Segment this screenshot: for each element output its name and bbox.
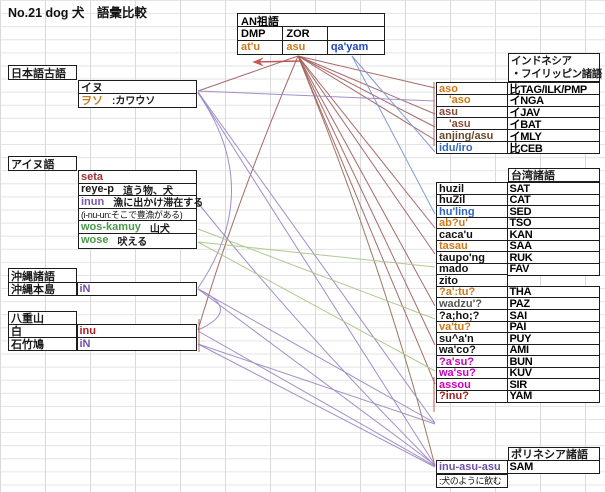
connection-OKI:iN--TW:?inu? [197, 288, 436, 424]
word-text: wos-kamuy [81, 221, 141, 234]
word-row[interactable]: (i-nu-un:そこで豊漁がある) [79, 208, 196, 222]
word-row[interactable]: seta [79, 171, 196, 184]
word-row[interactable]: wos-kamuy 山犬 [79, 221, 196, 235]
header-line: インドネシア ・フイリッピン諸語 [511, 55, 602, 80]
connection-AN:asu--YAE:inu [197, 55, 299, 331]
group-header-taiwan[interactable]: 台湾諸語 [508, 168, 600, 182]
word-cell-yaeyama-in[interactable]: iN [76, 337, 197, 351]
table-row: ab?u' TSO [436, 216, 600, 230]
word-cell-asu[interactable]: asu [282, 39, 329, 55]
table-row: 'asu イBAT [436, 117, 600, 131]
connection-JP:イヌ--TW:?inu? [197, 91, 436, 424]
connection-AN:asu--TW:?a'su? [297, 55, 436, 385]
word-row[interactable]: reye-p 這う物、犬 [79, 183, 196, 197]
language-code-cell[interactable]: YAM [506, 389, 600, 403]
connection-AN:asu--PN:inu-asu-asu [297, 55, 436, 467]
place-cell-okinawa-main-island[interactable]: 沖縄本島 [8, 281, 77, 296]
connection-YAE:inu--PN:inu-asu-asu [197, 330, 436, 467]
word-gloss: 漁に出かけ滞在する [113, 198, 204, 210]
table-row: inu-asu-asu SAM [436, 460, 600, 474]
word-cell[interactable]: idu/iro [436, 140, 508, 155]
connection-JP:イヌ--ID:'aso [197, 90, 436, 102]
word-cell[interactable]: ?inu? [436, 389, 508, 403]
word-text: inun [81, 195, 105, 208]
connection-OKI:iN--YAE:inu [197, 288, 221, 331]
connection-AINU:wose--TW:taupo'ng [197, 241, 436, 268]
word-cell-yaeyama-inu[interactable]: inu [76, 324, 197, 338]
word-cell-qayam[interactable]: qa'yam [326, 39, 385, 55]
connection-AN:asu--ID:'asu [297, 55, 436, 128]
connection-AN:asu--TW:va'tu? [297, 55, 436, 346]
connection-JP:イヌ--OKI:iN [197, 92, 232, 289]
connection-AN:asu--TW:?a':tu? [297, 55, 436, 307]
connection-YAE:iN--PN:inu-asu-asu [197, 343, 436, 468]
group-label-ainu[interactable]: アイヌ語 [8, 156, 77, 171]
gloss-text: :犬のように飲む [439, 476, 502, 486]
connection-JP:イヌ--PN:inu-asu-asu [197, 91, 436, 466]
connection-YAE:iN--TW:?inu? [197, 343, 436, 425]
word-note: (i-nu-un:そこで豊漁がある) [81, 210, 183, 221]
place-cell-ishigaki-taketomi-hatoma[interactable]: 石竹鳩 [8, 337, 77, 351]
word-gloss: :カワウソ [112, 96, 156, 108]
polynesia-rows: inu-asu-asu SAM [436, 460, 600, 474]
word-text: reye-p [81, 183, 115, 196]
connection-OKI:iN--PN:inu-asu-asu [197, 288, 436, 466]
word-row[interactable]: inun 漁に出かけ滞在する [79, 195, 203, 209]
word-gloss: 吠える [117, 236, 148, 248]
table-row: wa'co? AMI [436, 343, 600, 357]
connection-AN:asu--JP:イヌ [197, 55, 299, 92]
group-label-okinawa[interactable]: 沖縄諸語 [8, 268, 77, 283]
connection-AN:asu--TW:ab?u' [297, 55, 436, 229]
table-row: ?a;ho;? SAI [436, 309, 600, 323]
table-row: tasau SAA [436, 239, 600, 253]
indonesia-rows: aso 比TAG/ILK/PMP'aso イNGA asu イJAV'asu イBAT an… [436, 82, 600, 155]
connection-AN:asu--ID:anjing/asu [297, 55, 436, 141]
language-code-cell[interactable]: FAV [506, 262, 600, 276]
group-header-polynesia[interactable]: ポリネシア諸語 [508, 447, 600, 461]
word-row[interactable]: イヌ [79, 81, 196, 94]
word-gloss: 山犬 [149, 223, 170, 235]
table-row: anjing/asu イMLY [436, 129, 600, 143]
connection-AN:qa'yam--TW:hu'ling [351, 55, 436, 215]
word-text: seta [81, 170, 104, 183]
table-row: ?inu? YAM [436, 389, 600, 403]
connection-AN:asu--ID:asu [297, 55, 436, 115]
group-label-old-japanese[interactable]: 日本語古語 [8, 65, 77, 80]
word-text: イヌ [81, 81, 103, 94]
table-row: ?a':tu? THA [436, 285, 600, 299]
an-proto-branch-row: DMP ZOR [237, 26, 385, 42]
an-proto-value-row: at'u asu qa'yam [237, 39, 385, 55]
gloss-cell-polynesia[interactable]: :犬のように飲む [436, 473, 508, 488]
word-gloss: 這う物、犬 [123, 185, 174, 197]
an-proto-table: AN祖語 DMP ZOR at'u asu qa'yam [237, 13, 385, 55]
branch-cell-zor[interactable]: ZOR [282, 26, 329, 42]
page-title: No.21 dog 犬 語彙比較 [8, 6, 147, 20]
connection-AN:qa'yam--ID:idu/iro [351, 55, 436, 153]
ainu-words-box: seta reye-p 這う物、犬 inun 漁に出かけ滞在する (i-nu-un:そこで… [78, 170, 203, 249]
word-text: ヲソ [81, 94, 103, 107]
connection-AN:asu--ID:aso [297, 55, 436, 89]
connection-AN:asu--AN:at'u [252, 57, 302, 67]
taiwan-rows: huzil SAT huZil CAT hu'ling SED ab?u' TSO caca'u… [436, 182, 600, 403]
table-row: mado FAV [436, 262, 600, 276]
table-row: 'aso イNGA [436, 93, 600, 108]
connection-AINU:inun--PN:inu-asu-asu [197, 202, 436, 467]
table-row: idu/iro 比CEB [436, 140, 600, 155]
group-header-indonesia-philippines[interactable]: インドネシア ・フイリッピン諸語 [508, 53, 602, 82]
table-row: taupo'ng RUK [436, 251, 600, 265]
word-cell[interactable]: inu-asu-asu [436, 460, 508, 474]
language-code-cell[interactable]: SAM [506, 460, 600, 474]
old-japanese-words-box: イヌ ヲソ :カワウソ [78, 80, 197, 108]
word-cell-okinawa-in[interactable]: iN [76, 281, 197, 296]
language-code-cell[interactable]: 比CEB [506, 140, 600, 155]
word-row[interactable]: ヲソ :カワウソ [79, 93, 196, 108]
word-row[interactable]: wose 吠える [79, 233, 196, 248]
word-cell-atu[interactable]: at'u [237, 39, 284, 55]
connection-AINU:wose--TW:wa'co? [197, 241, 436, 372]
word-text: wose [81, 234, 109, 247]
connection-AINU:wos-kamuy--TW:wadzu'? [197, 228, 436, 320]
connection-AN:asu--TW:tasau [297, 55, 436, 255]
